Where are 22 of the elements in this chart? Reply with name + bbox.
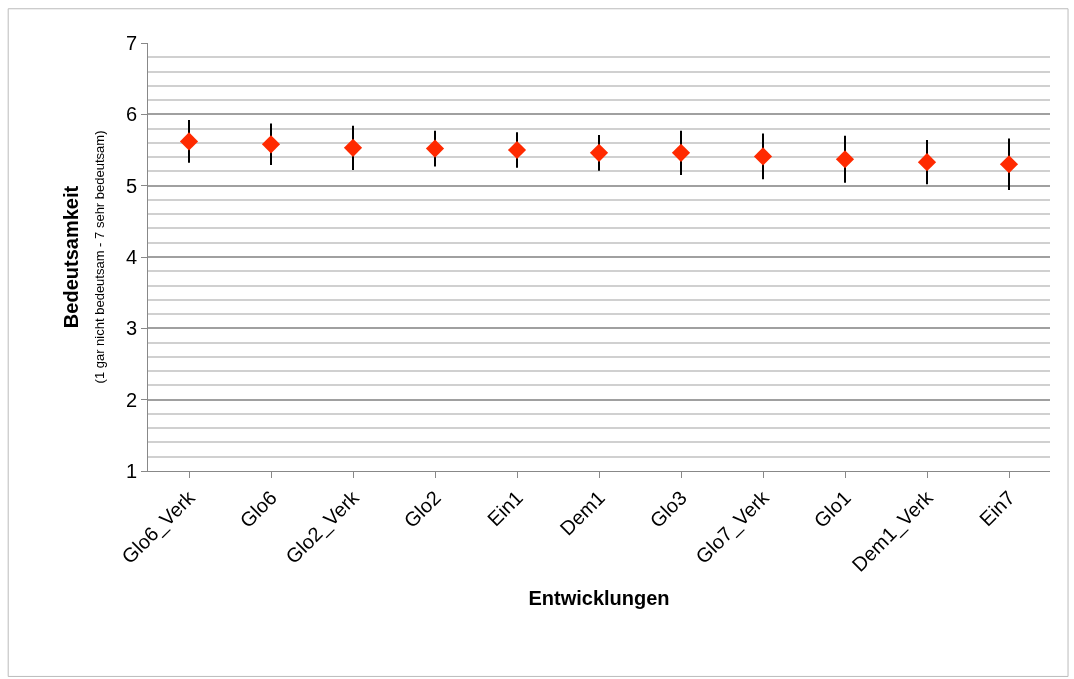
y-tick-label: 3	[125, 317, 137, 340]
point	[753, 147, 773, 166]
x-tick-label: Glo1	[809, 486, 855, 532]
y-tick-label: 2	[125, 388, 137, 411]
point	[261, 135, 281, 154]
y-tick-label: 5	[125, 174, 137, 197]
point	[671, 143, 691, 162]
y-tick-label: 1	[125, 460, 137, 482]
point	[343, 138, 363, 157]
x-axis-title: Entwicklungen	[528, 587, 670, 609]
point	[179, 132, 199, 151]
y-tick-label: 4	[125, 246, 137, 268]
point	[425, 139, 445, 158]
point	[589, 143, 609, 162]
x-tick-label: Ein1	[483, 486, 527, 531]
y-tick-label: 7	[125, 32, 137, 54]
y-tick-label: 6	[125, 103, 137, 126]
point	[999, 155, 1019, 174]
point	[835, 150, 855, 169]
point	[507, 140, 527, 160]
point	[917, 153, 937, 172]
y-axis-title: Bedeutsamkeit (1 gar nicht bedeutsam - 7 sehr bedeutsam)	[60, 130, 108, 384]
